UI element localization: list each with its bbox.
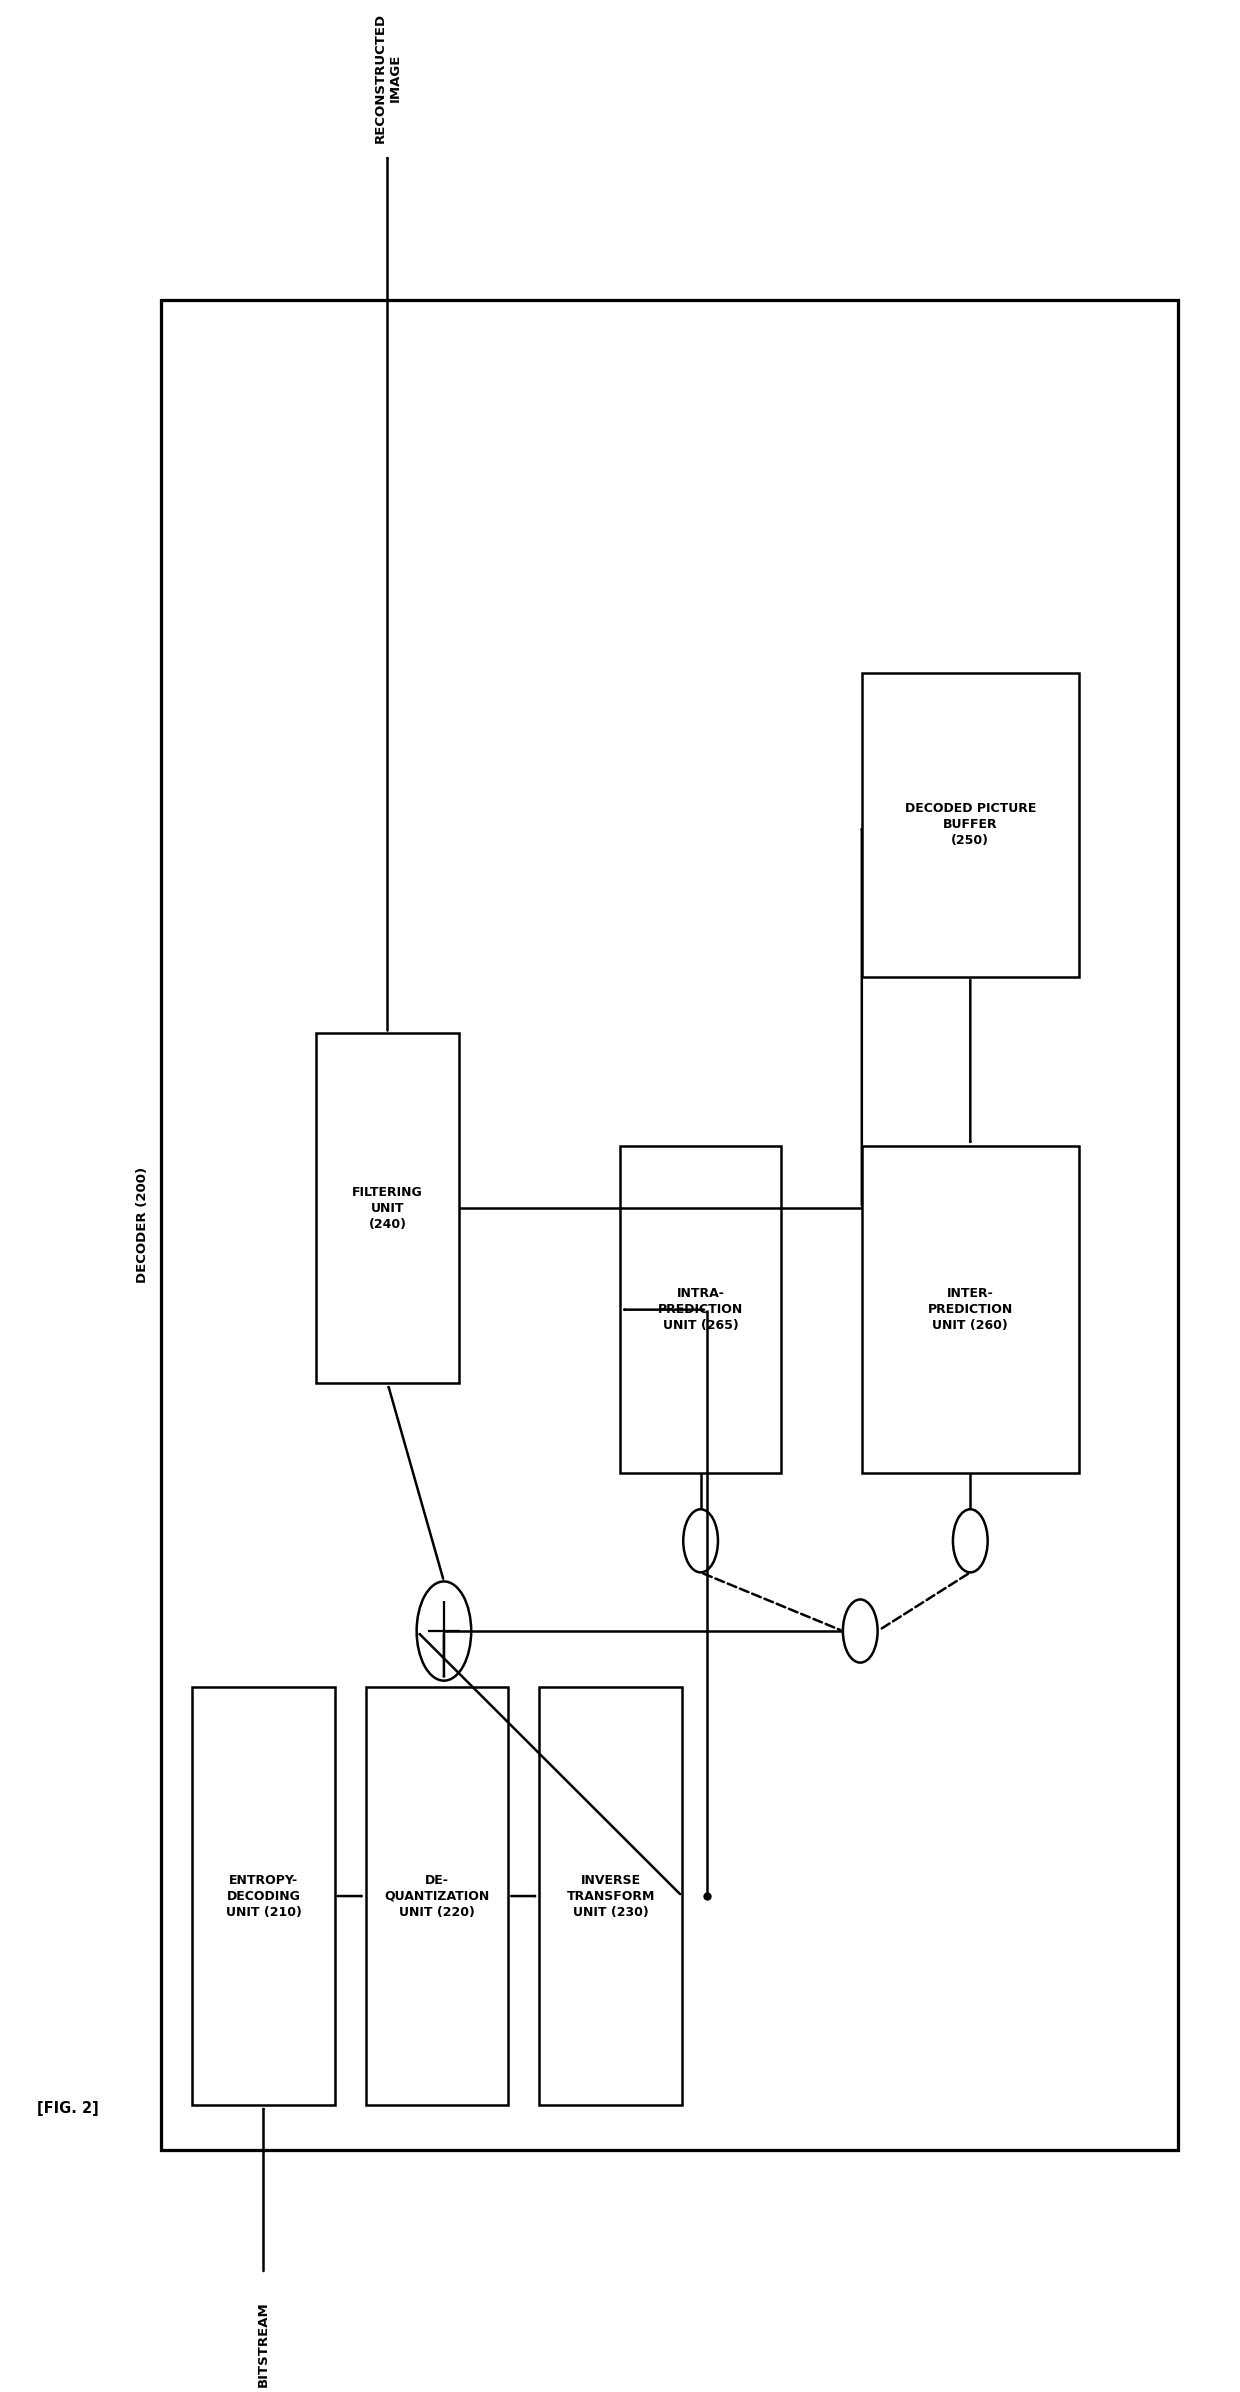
Bar (620, 1146, 781, 1473)
Bar (316, 1033, 459, 1383)
Text: BITSTREAM: BITSTREAM (257, 2301, 270, 2387)
Bar (539, 1686, 682, 2105)
Text: DECODER (200): DECODER (200) (136, 1167, 149, 1282)
Text: [FIG. 2]: [FIG. 2] (37, 2100, 99, 2117)
Bar (192, 1686, 335, 2105)
Text: RECONSTRUCTED
IMAGE: RECONSTRUCTED IMAGE (373, 12, 402, 144)
Bar (862, 1146, 1079, 1473)
Bar (161, 301, 1178, 2150)
Text: DE-
QUANTIZATION
UNIT (220): DE- QUANTIZATION UNIT (220) (384, 1873, 490, 1918)
Text: FILTERING
UNIT
(240): FILTERING UNIT (240) (352, 1186, 423, 1229)
Bar (862, 672, 1079, 976)
Text: DECODED PICTURE
BUFFER
(250): DECODED PICTURE BUFFER (250) (905, 801, 1035, 847)
Text: ENTROPY-
DECODING
UNIT (210): ENTROPY- DECODING UNIT (210) (226, 1873, 301, 1918)
Text: INVERSE
TRANSFORM
UNIT (230): INVERSE TRANSFORM UNIT (230) (567, 1873, 655, 1918)
Text: INTER-
PREDICTION
UNIT (260): INTER- PREDICTION UNIT (260) (928, 1287, 1013, 1332)
Bar (366, 1686, 508, 2105)
Text: INTRA-
PREDICTION
UNIT (265): INTRA- PREDICTION UNIT (265) (658, 1287, 743, 1332)
